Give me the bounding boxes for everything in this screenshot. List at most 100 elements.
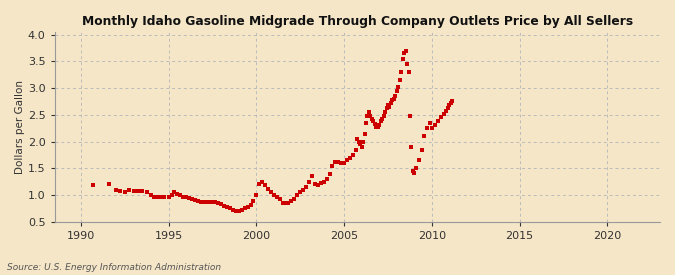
Point — [406, 145, 416, 149]
Point — [383, 103, 394, 107]
Point — [409, 170, 420, 175]
Point — [422, 126, 433, 130]
Point — [198, 200, 209, 204]
Point — [399, 51, 410, 56]
Point — [441, 108, 452, 113]
Point — [119, 190, 130, 194]
Point — [394, 78, 405, 82]
Point — [251, 193, 262, 197]
Point — [413, 158, 424, 163]
Point — [271, 194, 282, 199]
Point — [318, 179, 329, 184]
Point — [234, 209, 244, 213]
Point — [195, 200, 206, 204]
Point — [377, 117, 387, 121]
Point — [87, 183, 98, 188]
Point — [419, 134, 430, 138]
Y-axis label: Dollars per Gallon: Dollars per Gallon — [15, 80, 25, 174]
Point — [207, 200, 218, 204]
Point — [181, 194, 192, 199]
Point — [371, 124, 381, 129]
Point — [362, 114, 373, 118]
Point — [254, 182, 265, 186]
Point — [248, 199, 259, 204]
Point — [159, 194, 169, 199]
Point — [390, 94, 401, 98]
Point — [385, 101, 396, 105]
Point — [330, 160, 341, 164]
Point — [392, 89, 402, 93]
Point — [438, 112, 449, 116]
Point — [295, 190, 306, 194]
Point — [274, 197, 285, 202]
Point — [368, 119, 379, 123]
Point — [103, 182, 114, 186]
Point — [304, 179, 315, 184]
Point — [364, 110, 375, 114]
Point — [410, 166, 421, 170]
Point — [416, 147, 427, 152]
Point — [245, 202, 256, 207]
Point — [263, 186, 273, 191]
Point — [348, 153, 358, 157]
Point — [447, 99, 458, 104]
Point — [115, 189, 126, 193]
Point — [204, 200, 215, 204]
Point — [444, 103, 455, 107]
Point — [292, 193, 302, 197]
Point — [435, 115, 446, 120]
Point — [306, 174, 317, 178]
Point — [289, 197, 300, 202]
Point — [124, 188, 134, 192]
Point — [128, 189, 139, 193]
Point — [227, 208, 238, 212]
Point — [175, 193, 186, 197]
Point — [190, 198, 200, 203]
Point — [358, 139, 369, 144]
Point — [381, 106, 392, 111]
Point — [443, 106, 454, 111]
Point — [355, 142, 366, 146]
Point — [260, 183, 271, 188]
Point — [393, 85, 404, 89]
Point — [300, 185, 311, 189]
Point — [333, 160, 344, 164]
Point — [327, 163, 338, 168]
Point — [384, 104, 395, 109]
Point — [425, 121, 436, 125]
Point — [369, 122, 380, 127]
Point — [313, 183, 323, 188]
Point — [169, 190, 180, 194]
Point — [432, 119, 443, 123]
Point — [236, 208, 247, 212]
Point — [353, 139, 364, 144]
Point — [404, 114, 415, 118]
Point — [242, 205, 253, 209]
Point — [178, 194, 188, 199]
Point — [339, 161, 350, 165]
Point — [427, 126, 437, 130]
Point — [379, 110, 390, 114]
Point — [298, 188, 308, 192]
Point — [210, 200, 221, 204]
Point — [265, 190, 276, 194]
Point — [335, 161, 346, 165]
Point — [148, 194, 159, 199]
Point — [286, 199, 297, 204]
Point — [309, 182, 320, 186]
Point — [374, 123, 385, 128]
Point — [402, 62, 412, 66]
Point — [396, 70, 406, 74]
Point — [387, 98, 398, 102]
Point — [163, 194, 174, 199]
Point — [408, 169, 418, 173]
Point — [280, 201, 291, 205]
Point — [324, 171, 335, 176]
Point — [315, 181, 326, 185]
Point — [360, 121, 371, 125]
Point — [146, 193, 157, 197]
Point — [151, 194, 162, 199]
Point — [137, 189, 148, 193]
Point — [219, 204, 230, 208]
Point — [365, 114, 376, 118]
